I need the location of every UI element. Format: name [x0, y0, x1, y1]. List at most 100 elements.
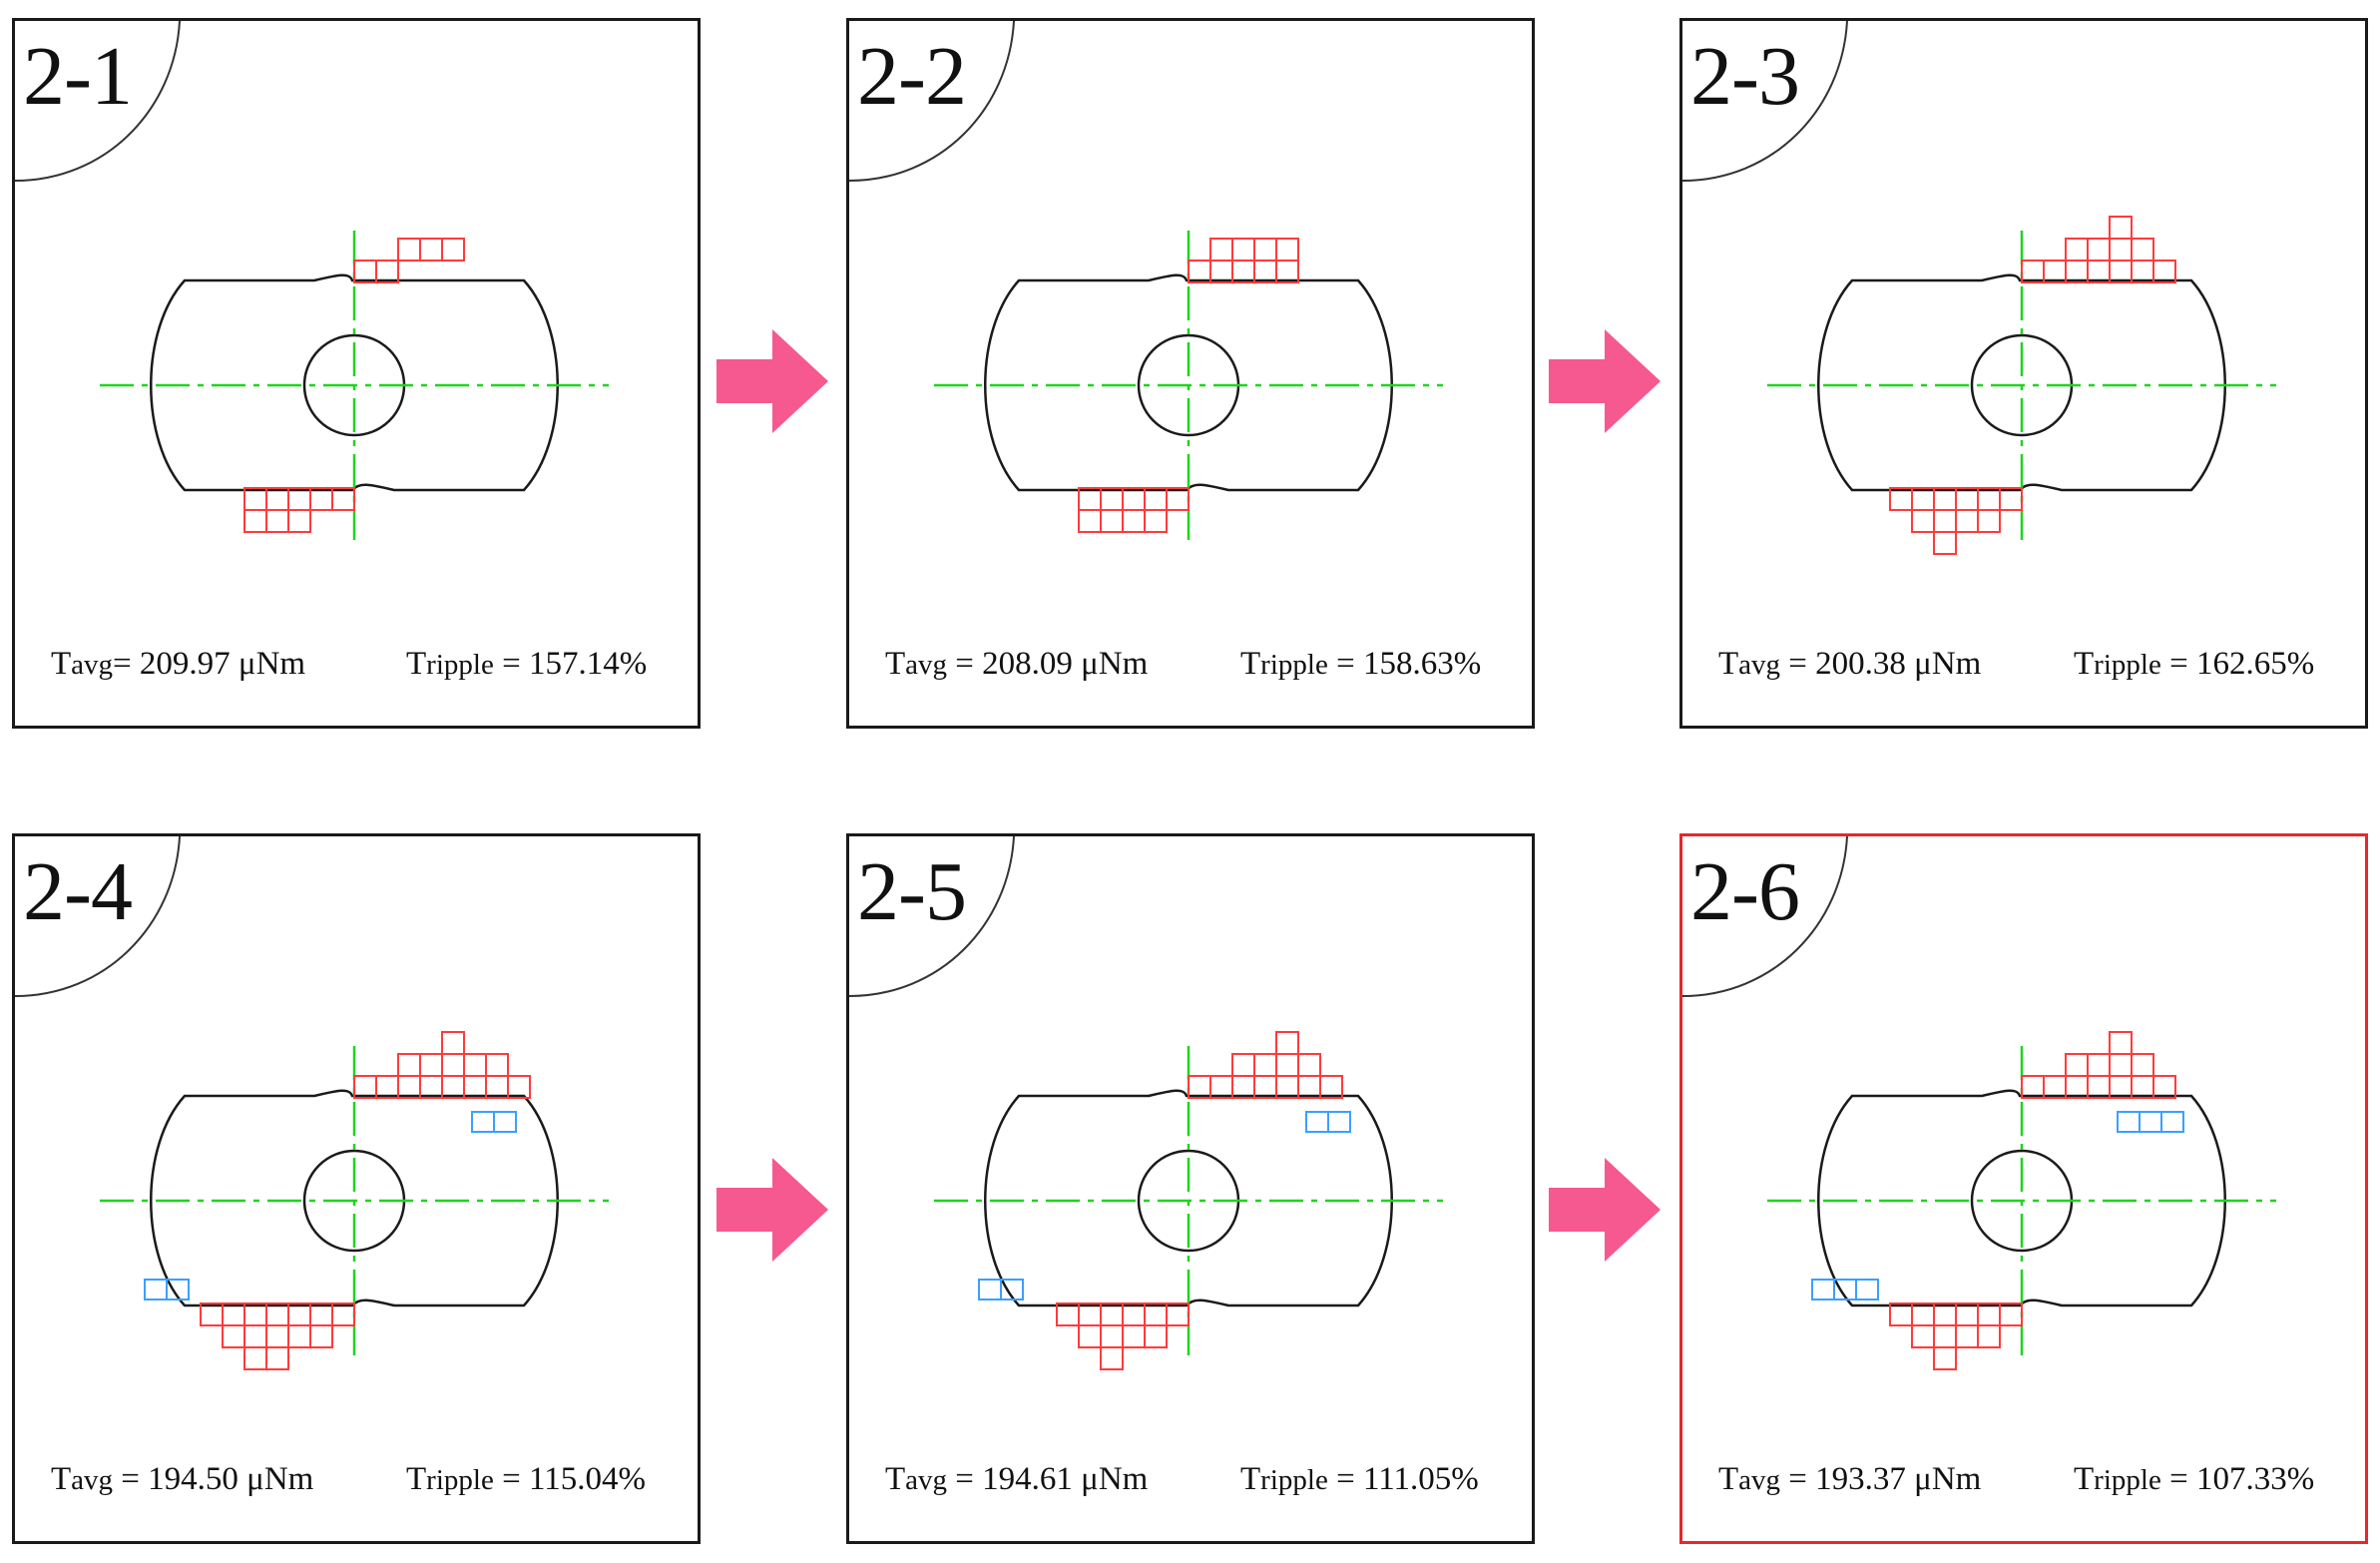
removed-cell-bottom — [243, 487, 267, 511]
removed-cell-bottom — [265, 1346, 289, 1370]
removed-cell-bottom — [1144, 1324, 1168, 1348]
removed-cell-bottom — [1977, 487, 2001, 511]
right-arrow-icon — [1549, 1158, 1661, 1262]
removed-cell-bottom — [1078, 1324, 1102, 1348]
removed-cell-top — [1297, 1053, 1321, 1077]
removed-cell-bottom — [265, 487, 289, 511]
removed-cell-top — [2109, 216, 2133, 240]
removed-cell-bottom — [1955, 487, 1979, 511]
rotor-geometry — [848, 835, 1443, 1370]
removed-cell-top — [463, 1075, 487, 1099]
removed-cell-bottom — [309, 487, 333, 511]
removed-cell-top — [441, 238, 465, 261]
added-cell-top — [2117, 1111, 2141, 1133]
removed-cell-bottom — [265, 509, 289, 533]
rotor-geometry — [1681, 20, 2276, 555]
removed-cell-top — [2087, 238, 2111, 261]
removed-cell-bottom — [1078, 487, 1102, 511]
removed-cell-bottom — [1955, 1302, 1979, 1326]
removed-cell-top — [1253, 1075, 1277, 1099]
removed-cell-bottom — [1144, 487, 1168, 511]
removed-cell-top — [1275, 1075, 1299, 1099]
removed-cell-bottom — [331, 487, 355, 511]
removed-cell-top — [1297, 1075, 1321, 1099]
removed-cell-bottom — [1122, 509, 1146, 533]
removed-cell-bottom — [1955, 509, 1979, 533]
removed-cell-top — [1209, 1075, 1233, 1099]
added-cell-bottom — [166, 1279, 190, 1301]
removed-cell-bottom — [1933, 487, 1957, 511]
removed-cell-top — [2043, 260, 2067, 283]
average-torque-text: Tavg = 200.38 μNm — [1718, 646, 1982, 682]
removed-cell-bottom — [1122, 487, 1146, 511]
removed-cell-top — [2087, 260, 2111, 283]
torque-ripple-text: Tripple = 158.63% — [1240, 646, 1482, 682]
removed-cell-top — [419, 1053, 443, 1077]
removed-cell-top — [1231, 1075, 1255, 1099]
removed-cell-top — [2131, 1053, 2154, 1077]
removed-cell-bottom — [1100, 1346, 1124, 1370]
removed-cell-top — [441, 1031, 465, 1055]
removed-cell-bottom — [1100, 509, 1124, 533]
removed-cell-bottom — [1122, 1324, 1146, 1348]
removed-cell-top — [1188, 1075, 1211, 1099]
removed-cell-top — [353, 1075, 377, 1099]
label-arc — [848, 835, 1015, 997]
removed-cell-top — [463, 1053, 487, 1077]
removed-cell-top — [2131, 1075, 2154, 1099]
removed-cell-bottom — [331, 1302, 355, 1326]
removed-cell-top — [375, 260, 399, 283]
removed-cell-top — [1275, 238, 1299, 261]
added-cell-top — [2160, 1111, 2184, 1133]
removed-cell-bottom — [1911, 509, 1935, 533]
removed-cell-top — [2065, 1075, 2089, 1099]
panel-label: 2-1 — [23, 30, 133, 123]
removed-cell-bottom — [243, 1324, 267, 1348]
removed-cell-bottom — [243, 509, 267, 533]
removed-cell-top — [1209, 260, 1233, 283]
removed-cell-top — [2043, 1075, 2067, 1099]
removed-cell-bottom — [1933, 1324, 1957, 1348]
label-arc — [14, 835, 181, 997]
added-cell-top — [2139, 1111, 2162, 1133]
design-panel-2-5: 2-5 Tavg = 194.61 μNm Tripple = 111.05% — [846, 833, 1535, 1544]
torque-ripple-text: Tripple = 107.33% — [2074, 1461, 2315, 1497]
torque-ripple-text: Tripple = 157.14% — [406, 646, 648, 682]
removed-cell-bottom — [287, 509, 311, 533]
removed-cell-top — [1188, 260, 1211, 283]
removed-cell-top — [1253, 260, 1277, 283]
removed-cell-bottom — [1889, 1302, 1913, 1326]
removed-cell-bottom — [287, 1324, 311, 1348]
removed-cell-top — [2087, 1075, 2111, 1099]
removed-cell-top — [1231, 238, 1255, 261]
removed-cell-bottom — [1933, 1302, 1957, 1326]
right-arrow-icon — [716, 329, 828, 433]
removed-cell-bottom — [1977, 1302, 2001, 1326]
removed-cell-bottom — [1933, 509, 1957, 533]
removed-cell-bottom — [1056, 1302, 1080, 1326]
removed-cell-top — [2021, 260, 2045, 283]
removed-cell-top — [441, 1075, 465, 1099]
removed-cell-top — [2109, 1053, 2133, 1077]
removed-cell-bottom — [200, 1302, 224, 1326]
removed-cell-bottom — [1144, 509, 1168, 533]
rotor-geometry — [848, 20, 1443, 540]
removed-cell-top — [485, 1053, 509, 1077]
removed-cell-bottom — [1977, 509, 2001, 533]
removed-cell-bottom — [1999, 1302, 2023, 1326]
removed-cell-bottom — [1999, 487, 2023, 511]
removed-cell-top — [2109, 1075, 2133, 1099]
removed-cell-bottom — [265, 1302, 289, 1326]
removed-cell-top — [419, 1075, 443, 1099]
removed-cell-bottom — [1933, 1346, 1957, 1370]
removed-cell-bottom — [1166, 1302, 1190, 1326]
right-arrow-icon — [716, 1158, 828, 1262]
removed-cell-top — [1231, 260, 1255, 283]
removed-cell-top — [2109, 260, 2133, 283]
removed-cell-bottom — [1078, 509, 1102, 533]
removed-cell-top — [441, 1053, 465, 1077]
removed-cell-bottom — [1977, 1324, 2001, 1348]
removed-cell-bottom — [222, 1324, 245, 1348]
removed-cell-top — [375, 1075, 399, 1099]
